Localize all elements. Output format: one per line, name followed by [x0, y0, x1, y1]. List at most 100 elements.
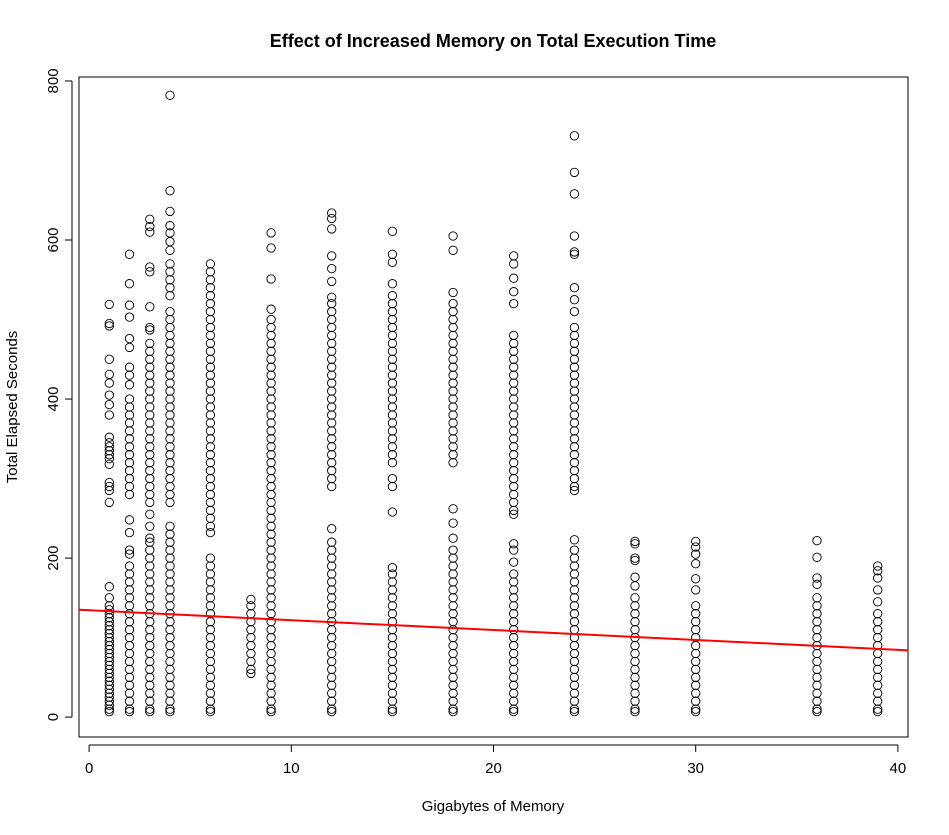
data-point	[266, 648, 276, 659]
data-point	[691, 640, 701, 651]
data-point	[448, 426, 458, 436]
data-point	[165, 418, 175, 428]
data-point	[327, 656, 337, 667]
data-point	[165, 640, 175, 651]
data-point	[569, 442, 580, 452]
data-point	[145, 221, 155, 232]
data-point	[327, 609, 337, 619]
data-point	[266, 553, 276, 563]
data-point	[104, 706, 114, 717]
data-point	[327, 524, 337, 534]
data-point	[145, 545, 155, 555]
data-point	[104, 640, 114, 651]
data-point	[387, 706, 398, 717]
data-point	[124, 680, 135, 690]
data-point	[246, 648, 256, 659]
data-point	[448, 553, 458, 563]
data-point	[691, 648, 701, 659]
data-point	[266, 394, 276, 404]
data-point	[145, 664, 155, 675]
data-point	[448, 625, 458, 635]
data-point	[165, 529, 175, 539]
data-point	[569, 696, 580, 706]
data-point	[104, 369, 114, 380]
data-point	[246, 625, 256, 635]
data-point	[509, 585, 519, 595]
data-point	[165, 402, 175, 412]
data-point	[205, 434, 216, 444]
data-point	[569, 625, 580, 635]
data-point	[145, 338, 155, 349]
data-point	[165, 664, 175, 675]
data-point	[509, 394, 519, 404]
data-point	[266, 577, 276, 587]
data-point	[145, 640, 155, 651]
data-point	[205, 625, 216, 635]
data-point	[509, 251, 519, 261]
data-point	[104, 390, 114, 400]
data-point	[387, 507, 398, 517]
data-point	[387, 291, 398, 301]
data-point	[145, 521, 155, 531]
data-point	[873, 680, 883, 690]
data-point	[124, 648, 135, 659]
data-point	[448, 704, 458, 714]
data-point	[812, 688, 822, 698]
data-point	[387, 696, 398, 706]
data-point	[266, 442, 276, 452]
data-point	[387, 473, 398, 484]
data-point	[630, 640, 640, 651]
data-point	[165, 275, 175, 285]
data-point	[124, 370, 135, 380]
data-point	[448, 609, 458, 619]
data-point	[327, 330, 337, 341]
data-point	[205, 569, 216, 579]
data-point	[165, 680, 175, 690]
data-point	[327, 338, 337, 349]
data-point	[569, 167, 580, 178]
data-point	[266, 706, 276, 717]
data-point	[145, 450, 155, 460]
data-point	[104, 605, 114, 615]
data-point	[205, 275, 216, 285]
data-point	[327, 306, 337, 317]
data-point	[266, 228, 276, 238]
data-point	[569, 362, 580, 372]
data-point	[104, 481, 114, 492]
data-point	[145, 489, 155, 500]
data-point	[509, 505, 519, 516]
data-point	[569, 434, 580, 444]
data-point	[448, 394, 458, 404]
data-point	[569, 593, 580, 603]
data-point	[145, 410, 155, 420]
data-point	[448, 617, 458, 627]
data-point	[509, 259, 519, 269]
data-point	[205, 561, 216, 571]
data-point	[569, 189, 580, 199]
data-point	[509, 287, 519, 297]
data-point	[691, 704, 701, 714]
data-point	[145, 537, 155, 547]
data-point	[327, 537, 337, 547]
data-point	[448, 314, 458, 325]
data-point	[327, 625, 337, 635]
data-point	[145, 688, 155, 698]
data-point	[327, 706, 337, 717]
data-point	[873, 609, 883, 619]
data-point	[569, 322, 580, 333]
data-point	[145, 378, 155, 388]
data-point	[145, 386, 155, 396]
data-point	[145, 434, 155, 444]
data-point	[569, 664, 580, 675]
data-point	[569, 346, 580, 356]
data-point	[124, 442, 135, 452]
data-point	[165, 521, 175, 531]
data-point	[387, 306, 398, 317]
data-point	[569, 688, 580, 698]
data-point	[569, 338, 580, 349]
data-point	[387, 426, 398, 436]
data-point	[448, 688, 458, 698]
data-point	[691, 680, 701, 690]
data-point	[448, 450, 458, 460]
